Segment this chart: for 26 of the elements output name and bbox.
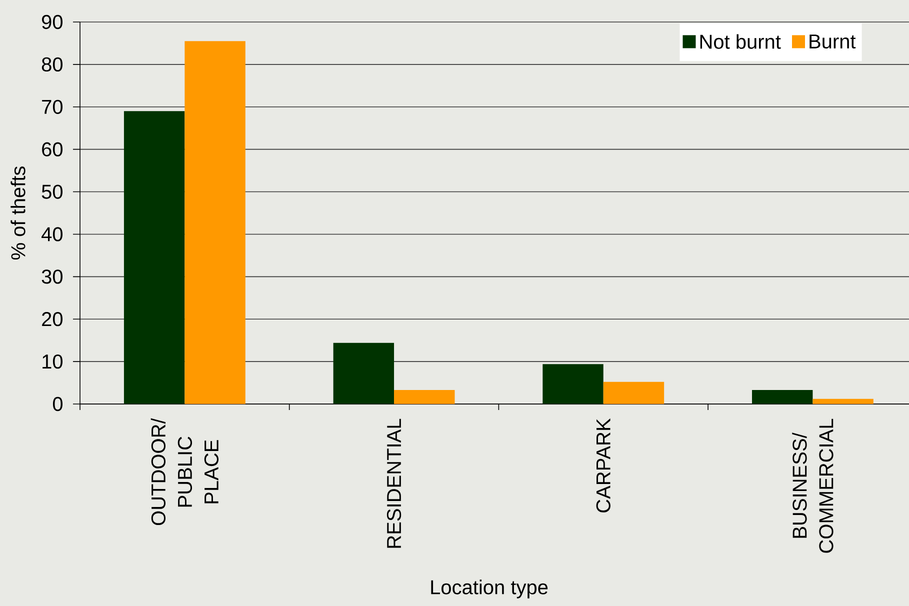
bar [333, 342, 394, 404]
x-axis-title: Location type [431, 580, 548, 598]
legend-label: Burnt [810, 34, 856, 49]
y-tick-label: 90 [42, 14, 63, 30]
x-tick-label: BUSINESS/ COMMERCIAL [792, 418, 834, 553]
y-tick-label: 80 [42, 57, 63, 72]
y-tick-label: 40 [42, 227, 63, 242]
y-tick-label: 0 [52, 396, 63, 412]
y-tick-label: 10 [42, 354, 63, 369]
x-tick-label: RESIDENTIAL [386, 418, 402, 548]
y-tick-label: 70 [42, 100, 63, 114]
bar [124, 111, 185, 404]
y-tick-label: 60 [42, 142, 63, 156]
bar [752, 390, 813, 404]
bar [812, 398, 874, 404]
y-axis-title: % of thefts [10, 166, 26, 260]
y-tick-label: 50 [42, 184, 63, 199]
bar [603, 382, 664, 404]
bar [542, 364, 604, 404]
x-tick-label: CARPARK [596, 418, 610, 512]
bar [184, 41, 246, 404]
x-tick-label: OUTDOOR/ PUBLIC PLACE [150, 418, 219, 526]
legend-label: Not burnt [700, 34, 781, 49]
y-tick-label: 20 [42, 312, 63, 326]
y-tick-label: 30 [42, 270, 63, 284]
bar [394, 390, 455, 404]
